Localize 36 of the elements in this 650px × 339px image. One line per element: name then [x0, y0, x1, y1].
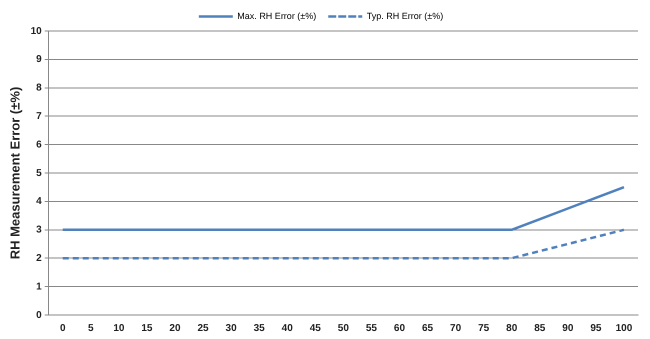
legend-label: Typ. RH Error (±%): [366, 10, 444, 21]
x-tick-label: 80: [506, 322, 518, 334]
x-tick-label: 10: [113, 322, 125, 334]
x-tick-label: 50: [338, 322, 350, 334]
x-tick-label: 65: [422, 322, 434, 334]
x-tick-label: 85: [534, 322, 546, 334]
y-tick-label: 6: [36, 139, 42, 150]
y-tick-label: 9: [36, 54, 42, 66]
y-tick-label: 5: [36, 168, 42, 179]
y-tick-label: 7: [36, 110, 42, 122]
x-tick-label: 0: [60, 322, 66, 334]
x-tick-label: 15: [141, 322, 153, 334]
y-tick-label: 4: [36, 196, 42, 208]
y-tick-label: 1: [36, 281, 42, 292]
x-tick-label: 5: [88, 322, 94, 334]
y-tick-label: 10: [30, 26, 42, 37]
y-tick-label: 2: [36, 252, 42, 264]
y-axis-title: RH Measurement Error (±%): [7, 86, 22, 260]
y-tick-label: 3: [36, 224, 42, 236]
y-tick-label: 0: [36, 310, 42, 321]
x-tick-label: 70: [450, 322, 462, 334]
x-tick-label: 90: [562, 322, 574, 334]
x-tick-label: 45: [310, 322, 322, 334]
x-tick-label: 20: [169, 322, 181, 334]
x-tick-label: 40: [282, 322, 294, 334]
line-series: [62, 228, 626, 260]
x-tick-label: 95: [590, 322, 602, 334]
x-tick-label: 35: [254, 322, 266, 334]
x-tick-label: 60: [394, 322, 406, 334]
y-tick-label: 8: [36, 82, 42, 94]
x-tick-label: 30: [226, 322, 238, 334]
x-tick-label: 75: [478, 322, 490, 334]
x-tick-label: 55: [366, 322, 378, 334]
legend-label: Max. RH Error (±%): [237, 10, 316, 21]
x-tick-label: 25: [197, 322, 210, 334]
x-tick-label: 100: [616, 322, 633, 334]
